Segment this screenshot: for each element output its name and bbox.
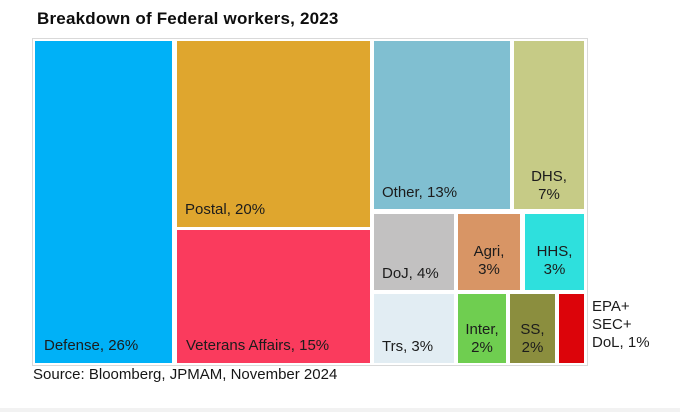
- bottom-divider: [0, 408, 680, 412]
- block-label-other: Other, 13%: [382, 184, 458, 201]
- treemap-block-postal: Postal, 20%: [177, 41, 370, 227]
- treemap-block-veterans-affairs: Veterans Affairs, 15%: [177, 230, 370, 363]
- sec-label-line: SEC+: [592, 316, 632, 333]
- block-label-hhs: HHS,: [536, 243, 573, 260]
- block-label-postal: Postal, 20%: [185, 201, 266, 218]
- block-label-doj: DoJ, 4%: [382, 265, 439, 282]
- treemap-block-doj: DoJ, 4%: [374, 214, 454, 290]
- treemap-block-epa-sec-dol: [559, 294, 584, 363]
- source-note: Source: Bloomberg, JPMAM, November 2024: [33, 366, 338, 383]
- block-label-trs: Trs, 3%: [382, 338, 434, 355]
- block-label-ss: SS,: [520, 321, 545, 338]
- block-value-dhs: 7%: [538, 186, 560, 203]
- treemap-block-agri: Agri, 3%: [458, 214, 520, 290]
- block-label-veterans-affairs: Veterans Affairs, 15%: [186, 337, 330, 354]
- treemap: Defense, 26% Postal, 20% Veterans Affair…: [32, 38, 588, 366]
- treemap-block-hhs: HHS, 3%: [525, 214, 584, 290]
- block-label-agri: Agri,: [473, 243, 505, 260]
- treemap-block-dhs: DHS, 7%: [514, 41, 584, 209]
- block-value-ss: 2%: [521, 339, 544, 356]
- treemap-block-ss: SS, 2%: [510, 294, 555, 363]
- dol-label-line: DoL, 1%: [592, 334, 650, 351]
- treemap-block-defense: Defense, 26%: [35, 41, 172, 363]
- block-value-hhs: 3%: [543, 261, 566, 278]
- treemap-block-other: Other, 13%: [374, 41, 510, 209]
- epa-label-line: EPA+: [592, 298, 630, 315]
- epa-sec-dol-label: EPA+ SEC+ DoL, 1%: [592, 298, 650, 352]
- block-label-dhs: DHS,: [531, 168, 567, 185]
- block-label-inter: Inter,: [465, 321, 499, 338]
- block-label-defense: Defense, 26%: [44, 337, 139, 354]
- treemap-block-trs: Trs, 3%: [374, 294, 454, 363]
- treemap-block-inter: Inter, 2%: [458, 294, 506, 363]
- block-value-inter: 2%: [471, 339, 493, 356]
- block-value-agri: 3%: [478, 261, 500, 278]
- chart-title: Breakdown of Federal workers, 2023: [37, 9, 339, 28]
